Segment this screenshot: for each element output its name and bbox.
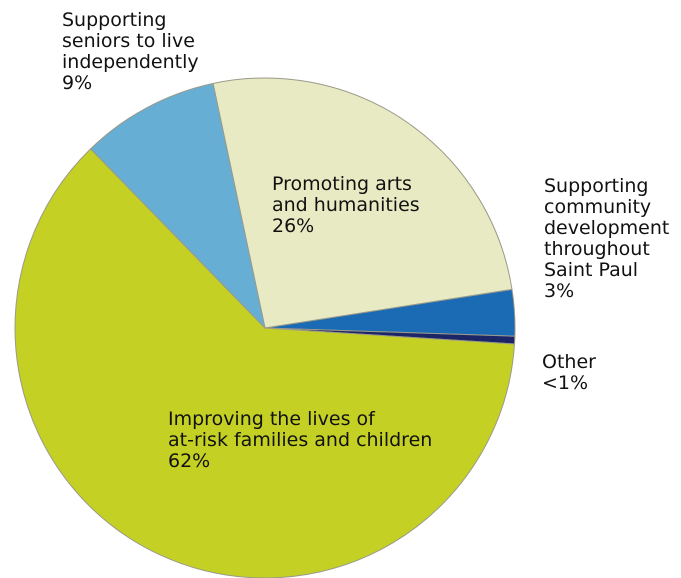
slice-label-seniors: Supporting seniors to live independently 9% — [62, 9, 199, 94]
slice-label-line: development — [544, 217, 669, 239]
pie-slice-arts — [212, 77, 513, 329]
slice-label-other: Other <1% — [542, 351, 596, 394]
slice-label-arts: Promoting arts and humanities 26% — [272, 173, 420, 237]
slice-label-line: seniors to live — [62, 30, 195, 52]
slice-percent-community: 3% — [544, 280, 574, 302]
slice-label-line: Supporting — [544, 175, 649, 197]
slice-label-line: community — [544, 196, 651, 218]
slice-label-line: independently — [62, 51, 199, 73]
slice-label-line: at-risk families and children — [168, 429, 432, 451]
slice-label-line: Promoting arts — [272, 173, 412, 195]
slice-label-line: Other — [542, 351, 596, 373]
slice-label-families: Improving the lives of at-risk families a… — [168, 408, 432, 472]
slice-label-line: Improving the lives of — [168, 408, 376, 430]
slice-percent-other: <1% — [542, 372, 588, 394]
pie-slices — [14, 77, 516, 578]
pie-slice-seniors — [89, 82, 266, 330]
slice-percent-seniors: 9% — [62, 72, 92, 94]
slice-label-line: and humanities — [272, 194, 420, 216]
slice-label-line: Supporting — [62, 9, 167, 31]
slice-percent-families: 62% — [168, 450, 210, 472]
slice-label-community: Supporting community development throughout… — [544, 175, 669, 302]
slice-percent-arts: 26% — [272, 215, 314, 237]
pie-labels: Promoting arts and humanities 26% Supportin… — [62, 9, 669, 472]
slice-label-line: throughout — [544, 238, 650, 260]
slice-label-line: Saint Paul — [544, 259, 638, 281]
pie-slice-families — [14, 148, 516, 578]
